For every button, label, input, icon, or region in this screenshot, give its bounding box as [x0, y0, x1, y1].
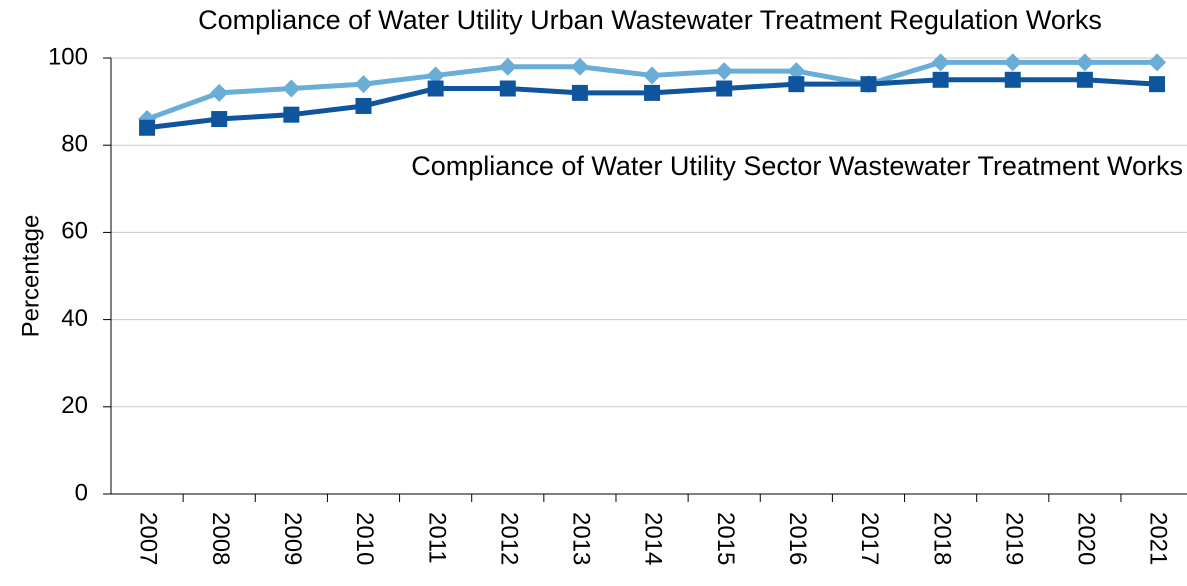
marker — [643, 66, 662, 85]
marker — [1004, 71, 1021, 88]
marker — [1148, 53, 1167, 72]
marker — [1075, 53, 1094, 72]
marker — [644, 84, 661, 101]
marker — [788, 76, 805, 93]
marker — [354, 75, 373, 94]
y-axis-label: Percentage — [17, 215, 44, 338]
marker — [426, 66, 445, 85]
x-tick-label: 2007 — [135, 512, 162, 565]
marker — [570, 57, 589, 76]
y-tick-label: 100 — [48, 43, 88, 70]
marker — [715, 62, 734, 81]
x-tick-label: 2014 — [640, 512, 667, 565]
marker — [932, 71, 949, 88]
x-tick-label: 2015 — [712, 512, 739, 565]
marker — [499, 80, 516, 97]
marker — [860, 76, 877, 93]
marker — [787, 62, 806, 81]
marker — [282, 79, 301, 98]
marker — [211, 111, 228, 128]
x-tick-label: 2013 — [568, 512, 595, 565]
x-tick-label: 2018 — [928, 512, 955, 565]
x-tick-label: 2010 — [351, 512, 378, 565]
y-tick-label: 40 — [61, 305, 88, 332]
x-tick-label: 2008 — [207, 512, 234, 565]
marker — [1076, 71, 1093, 88]
marker — [139, 119, 156, 136]
marker — [931, 53, 950, 72]
marker — [716, 80, 733, 97]
y-tick-label: 20 — [61, 392, 88, 419]
x-tick-label: 2021 — [1145, 512, 1172, 565]
marker — [427, 80, 444, 97]
x-tick-label: 2017 — [856, 512, 883, 565]
y-tick-label: 0 — [75, 479, 88, 506]
x-tick-label: 2020 — [1073, 512, 1100, 565]
x-tick-label: 2012 — [495, 512, 522, 565]
x-tick-label: 2016 — [784, 512, 811, 565]
y-tick-label: 60 — [61, 218, 88, 245]
marker — [498, 57, 517, 76]
marker — [210, 83, 229, 102]
x-tick-label: 2011 — [423, 512, 450, 564]
x-tick-label: 2009 — [279, 512, 306, 565]
marker — [571, 84, 588, 101]
x-tick-label: 2019 — [1000, 512, 1027, 565]
series-label: Compliance of Water Utility Urban Wastew… — [198, 5, 1102, 35]
series-label: Compliance of Water Utility Sector Waste… — [411, 151, 1183, 181]
marker — [1003, 53, 1022, 72]
marker — [355, 97, 372, 114]
y-tick-label: 80 — [61, 131, 88, 158]
marker — [1149, 76, 1166, 93]
marker — [283, 106, 300, 123]
